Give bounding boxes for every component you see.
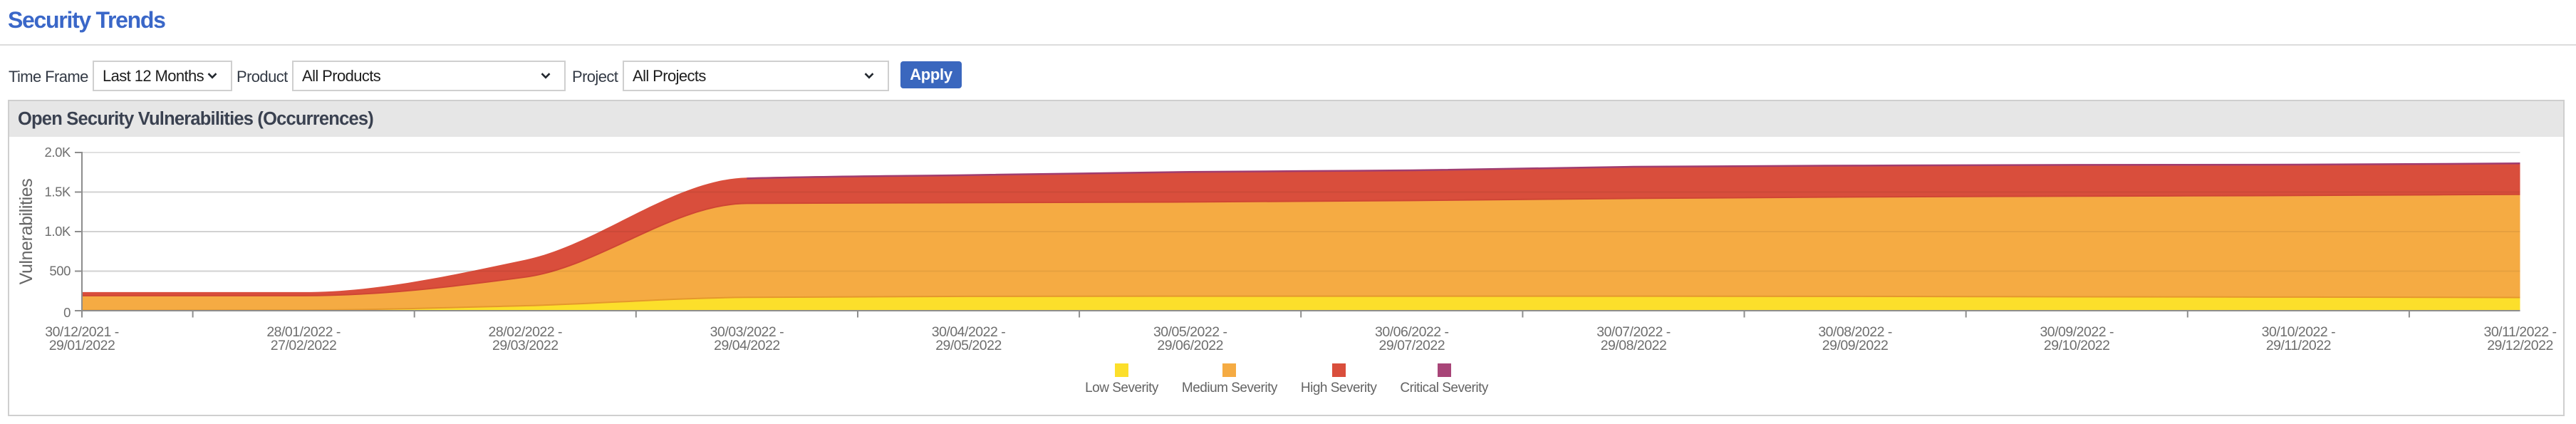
- svg-text:29/07/2022: 29/07/2022: [1378, 338, 1445, 353]
- svg-text:29/01/2022: 29/01/2022: [49, 338, 115, 353]
- svg-text:30/06/2022 -: 30/06/2022 -: [1375, 324, 1449, 340]
- svg-text:30/08/2022 -: 30/08/2022 -: [1818, 324, 1892, 340]
- svg-text:27/02/2022: 27/02/2022: [271, 338, 337, 353]
- svg-text:30/04/2022 -: 30/04/2022 -: [932, 324, 1006, 340]
- svg-text:2.0K: 2.0K: [45, 145, 72, 160]
- svg-text:30/03/2022 -: 30/03/2022 -: [710, 324, 784, 340]
- svg-text:30/12/2021 -: 30/12/2021 -: [45, 324, 119, 340]
- svg-text:29/06/2022: 29/06/2022: [1157, 338, 1223, 353]
- svg-text:29/09/2022: 29/09/2022: [1822, 338, 1889, 353]
- svg-text:30/09/2022 -: 30/09/2022 -: [2040, 324, 2114, 340]
- svg-text:29/08/2022: 29/08/2022: [1601, 338, 1667, 353]
- svg-text:29/05/2022: 29/05/2022: [935, 338, 1002, 353]
- svg-text:29/04/2022: 29/04/2022: [714, 338, 780, 353]
- svg-text:500: 500: [49, 264, 71, 279]
- svg-text:29/10/2022: 29/10/2022: [2044, 338, 2110, 353]
- svg-text:29/11/2022: 29/11/2022: [2266, 338, 2331, 353]
- svg-text:30/05/2022 -: 30/05/2022 -: [1153, 324, 1227, 340]
- svg-text:30/10/2022 -: 30/10/2022 -: [2262, 324, 2336, 340]
- svg-text:30/11/2022 -: 30/11/2022 -: [2483, 324, 2556, 340]
- svg-text:0: 0: [63, 305, 71, 320]
- svg-text:30/07/2022 -: 30/07/2022 -: [1596, 324, 1671, 340]
- svg-text:29/12/2022: 29/12/2022: [2487, 338, 2553, 353]
- svg-text:28/02/2022 -: 28/02/2022 -: [489, 324, 563, 340]
- svg-text:1.5K: 1.5K: [45, 185, 72, 200]
- svg-text:29/03/2022: 29/03/2022: [492, 338, 559, 353]
- svg-text:28/01/2022 -: 28/01/2022 -: [266, 324, 341, 340]
- svg-text:Vulnerabilities: Vulnerabilities: [16, 179, 36, 285]
- svg-text:1.0K: 1.0K: [45, 224, 72, 239]
